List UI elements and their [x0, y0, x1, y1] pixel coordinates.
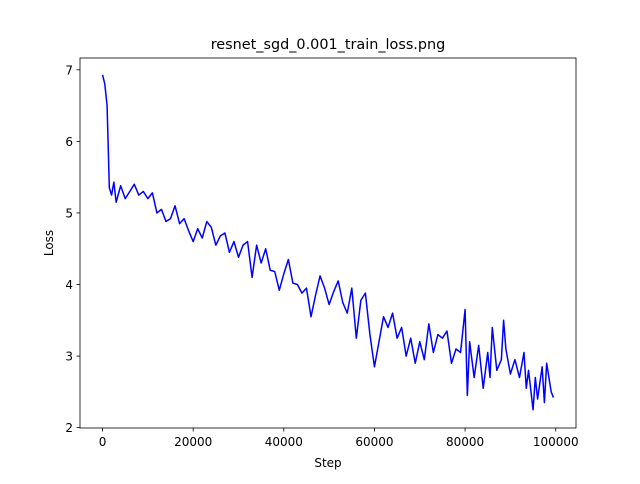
x-axis-label: Step	[314, 456, 341, 470]
y-tick-label: 5	[65, 206, 73, 220]
x-tick-label: 20000	[174, 435, 212, 449]
y-tick-label: 3	[65, 350, 73, 364]
x-tick-label: 40000	[265, 435, 303, 449]
y-axis-label: Loss	[42, 230, 56, 256]
y-tick-label: 2	[65, 421, 73, 435]
y-tick-label: 4	[65, 278, 73, 292]
axes-frame	[79, 57, 577, 429]
y-tick-label: 7	[65, 63, 73, 77]
loss-line	[101, 74, 555, 411]
x-tick-label: 0	[99, 435, 107, 449]
x-tick-label: 100000	[533, 435, 579, 449]
chart-title: resnet_sgd_0.001_train_loss.png	[211, 37, 446, 53]
y-tick-label: 6	[65, 135, 73, 149]
x-tick-label: 60000	[355, 435, 393, 449]
x-tick-label: 80000	[446, 435, 484, 449]
